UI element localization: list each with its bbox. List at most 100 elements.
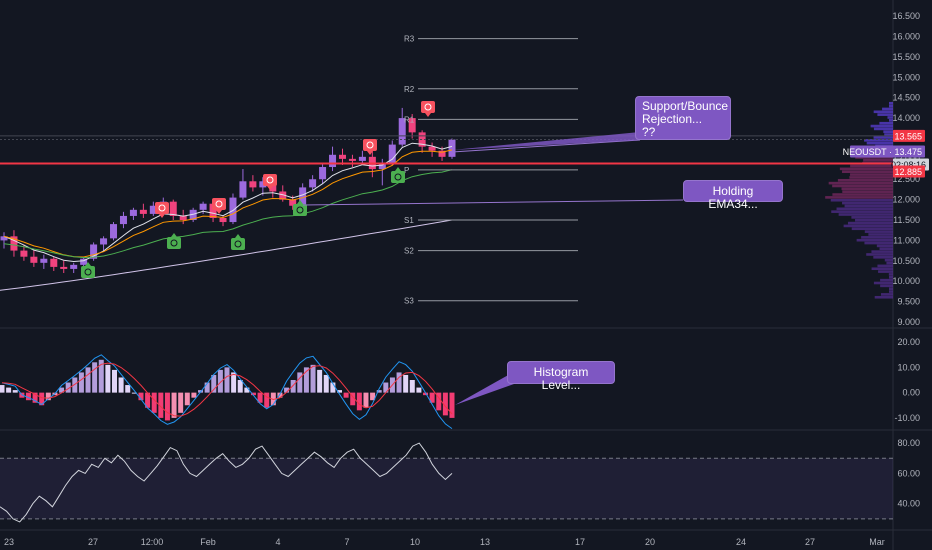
- macd-histogram-bar: [231, 372, 237, 393]
- annotation-holding-ema[interactable]: Holding EMA34...: [683, 180, 783, 211]
- volume-profile-bar: [836, 207, 893, 211]
- time-tick-label: 27: [805, 537, 815, 547]
- symbol-price-tag: NEOUSDT · 13.475: [843, 145, 925, 158]
- macd-histogram-bar: [145, 392, 151, 408]
- bull-icon: [84, 268, 92, 276]
- macd-histogram-bar: [429, 392, 435, 403]
- volume-profile-bar: [839, 167, 893, 171]
- candle-body: [418, 132, 426, 147]
- macd-histogram-bar: [383, 382, 389, 393]
- buy-marker-body: [231, 238, 245, 250]
- volume-profile-bar: [832, 184, 893, 188]
- volume-profile-bar: [847, 221, 893, 225]
- macd-histogram-bar: [264, 392, 270, 408]
- volume-profile-bar: [868, 233, 893, 236]
- macd-histogram-bar: [6, 387, 12, 393]
- buy-marker-pointer: [85, 262, 91, 266]
- macd-histogram-bar: [442, 392, 448, 416]
- volume-profile-bar: [873, 256, 893, 259]
- sell-marker-body: [155, 202, 169, 214]
- candle-body: [428, 146, 436, 151]
- candle-body: [139, 209, 147, 214]
- sell-marker-body: [212, 198, 226, 210]
- rsi-tick-label: 60.00: [897, 468, 920, 478]
- bull-icon: [170, 239, 178, 247]
- macd-tick-label: 0.00: [902, 388, 920, 398]
- sell-marker-pointer: [216, 210, 222, 214]
- buy-signal-marker: [231, 234, 245, 250]
- macd-histogram-bar: [164, 392, 170, 421]
- sell-marker-pointer: [425, 113, 431, 117]
- bear-icon: [366, 141, 374, 149]
- bear-icon: [215, 200, 223, 208]
- macd-histogram-bar: [59, 387, 65, 393]
- macd-histogram-bar: [32, 392, 38, 403]
- volume-profile-bar: [873, 136, 893, 139]
- candle-body: [90, 244, 98, 259]
- time-tick-label: 4: [275, 537, 280, 547]
- buy-marker-pointer: [395, 167, 401, 171]
- volume-profile-bar: [878, 270, 893, 273]
- buy-marker-body: [391, 171, 405, 183]
- volume-profile-bar: [874, 295, 893, 299]
- volume-profile-bar: [879, 121, 893, 125]
- buy-marker-body: [81, 266, 95, 278]
- volume-profile-bar: [880, 284, 893, 288]
- price-label-lower-bg: [893, 165, 925, 178]
- candle-body: [438, 150, 446, 157]
- macd-histogram-bar: [204, 382, 210, 393]
- candle-body: [199, 203, 207, 210]
- price-tick-label: 14.500: [892, 93, 920, 103]
- macd-histogram-bar: [350, 392, 356, 406]
- macd-histogram-bar: [337, 390, 342, 393]
- buy-signal-marker: [391, 167, 405, 183]
- sell-signal-marker: [212, 198, 226, 214]
- time-tick-label: 13: [480, 537, 490, 547]
- volume-profile-bar: [873, 110, 893, 114]
- candle-body: [20, 250, 28, 257]
- candle-body: [60, 266, 68, 269]
- candle-body: [149, 205, 157, 214]
- price-label-upper: 13.565: [893, 129, 925, 142]
- macd-histogram-bar: [138, 392, 144, 401]
- volume-profile-bar: [870, 124, 893, 128]
- macd-histogram-bar: [125, 385, 131, 393]
- candle-body: [309, 179, 317, 188]
- price-tick-label: 11.500: [893, 215, 920, 225]
- volume-profile-bar: [844, 204, 893, 208]
- candle-body: [249, 181, 257, 188]
- candle-body: [110, 224, 118, 239]
- candle-body: [129, 209, 137, 216]
- volume-profile-bar: [866, 141, 893, 145]
- macd-histogram-bar: [317, 369, 323, 393]
- buy-marker-body: [167, 237, 181, 249]
- candle-body: [209, 203, 217, 218]
- candle-body: [448, 139, 456, 157]
- annotation-histogram-level[interactable]: Histogram Level...: [507, 361, 615, 392]
- ema-long-line: [0, 219, 453, 291]
- sell-marker-pointer: [367, 151, 373, 155]
- volume-profile-bar: [889, 290, 893, 293]
- candle-body: [348, 158, 356, 161]
- annotation-support-bounce[interactable]: Support/Bounce Rejection... ??: [635, 96, 731, 140]
- ema-fast-line: [3, 142, 453, 263]
- candle-body: [378, 162, 386, 170]
- price-tick-label: 14.000: [892, 113, 920, 123]
- volume-profile-bar: [864, 139, 893, 142]
- bull-icon: [296, 206, 304, 214]
- time-tick-label: 7: [344, 537, 349, 547]
- macd-line: [1, 354, 453, 430]
- volume-profile-bar: [843, 224, 893, 228]
- price-label-upper-text: 13.565: [894, 131, 922, 141]
- buy-marker-pointer: [297, 200, 303, 204]
- volume-profile-bar: [830, 198, 893, 202]
- volume-profile-bar: [841, 187, 893, 191]
- price-tick-label: 15.500: [892, 52, 920, 62]
- macd-histogram-bar: [403, 374, 409, 393]
- macd-histogram-bar: [92, 362, 98, 393]
- macd-histogram-bar: [131, 392, 137, 394]
- bear-icon: [424, 103, 432, 111]
- macd-signal-line: [1, 362, 453, 417]
- rsi-line: [0, 442, 453, 523]
